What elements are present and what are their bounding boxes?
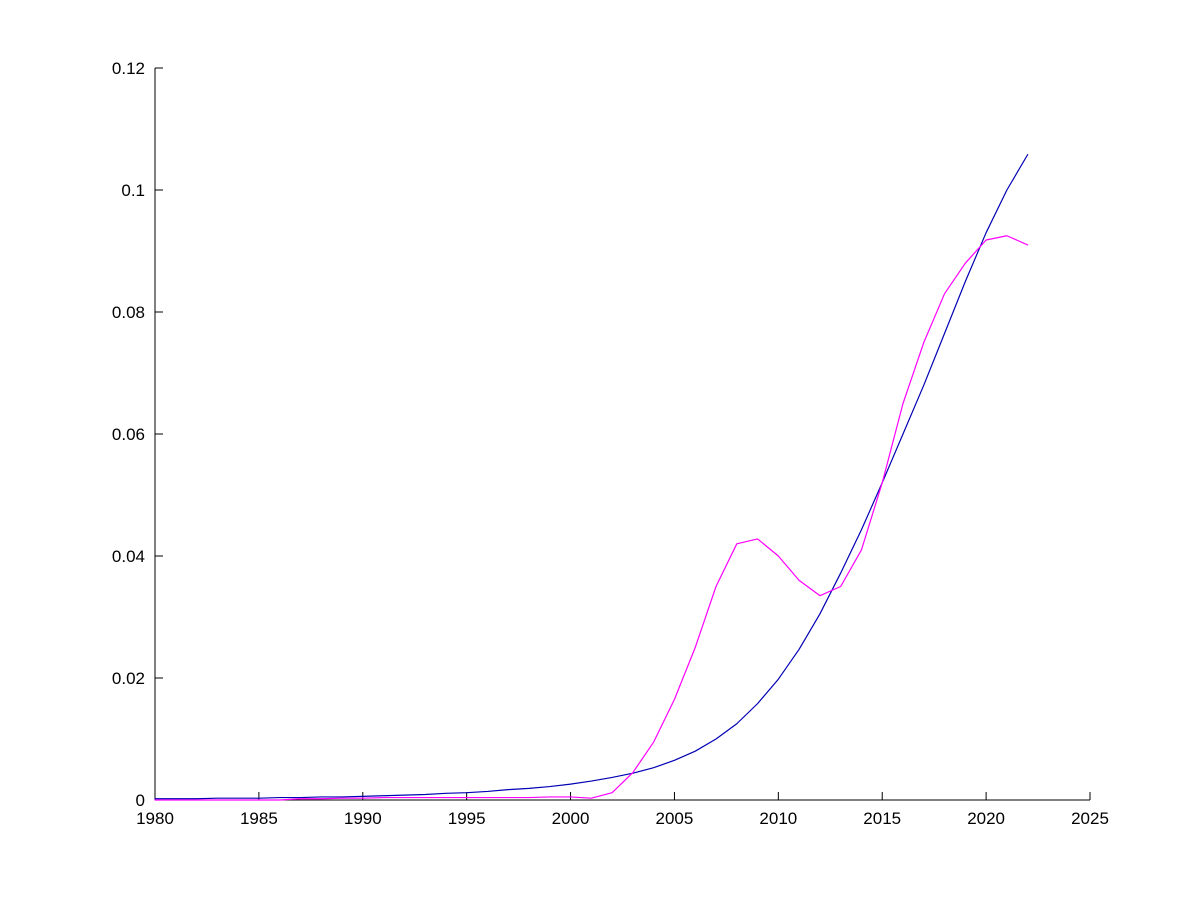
y-tick-label: 0.04 [112, 547, 145, 566]
x-tick-label: 2015 [863, 809, 901, 828]
series-line-smooth-model-curve [154, 154, 1029, 800]
y-tick-label: 0.08 [112, 303, 145, 322]
y-tick-label: 0.12 [112, 59, 145, 78]
y-tick-label: 0.1 [121, 181, 145, 200]
x-tick-label: 1985 [240, 809, 278, 828]
x-tick-label: 1980 [136, 809, 174, 828]
y-tick-label: 0 [136, 791, 145, 810]
x-tick-label: 2010 [759, 809, 797, 828]
x-tick-label: 2025 [1071, 809, 1109, 828]
y-tick-label: 0.06 [112, 425, 145, 444]
y-tick-label: 0.02 [112, 669, 145, 688]
x-tick-label: 1995 [448, 809, 486, 828]
x-tick-label: 2005 [656, 809, 694, 828]
x-tick-label: 2000 [552, 809, 590, 828]
series-line-observed-series-curve [154, 235, 1029, 801]
x-tick-label: 2020 [967, 809, 1005, 828]
x-tick-label: 1990 [344, 809, 382, 828]
